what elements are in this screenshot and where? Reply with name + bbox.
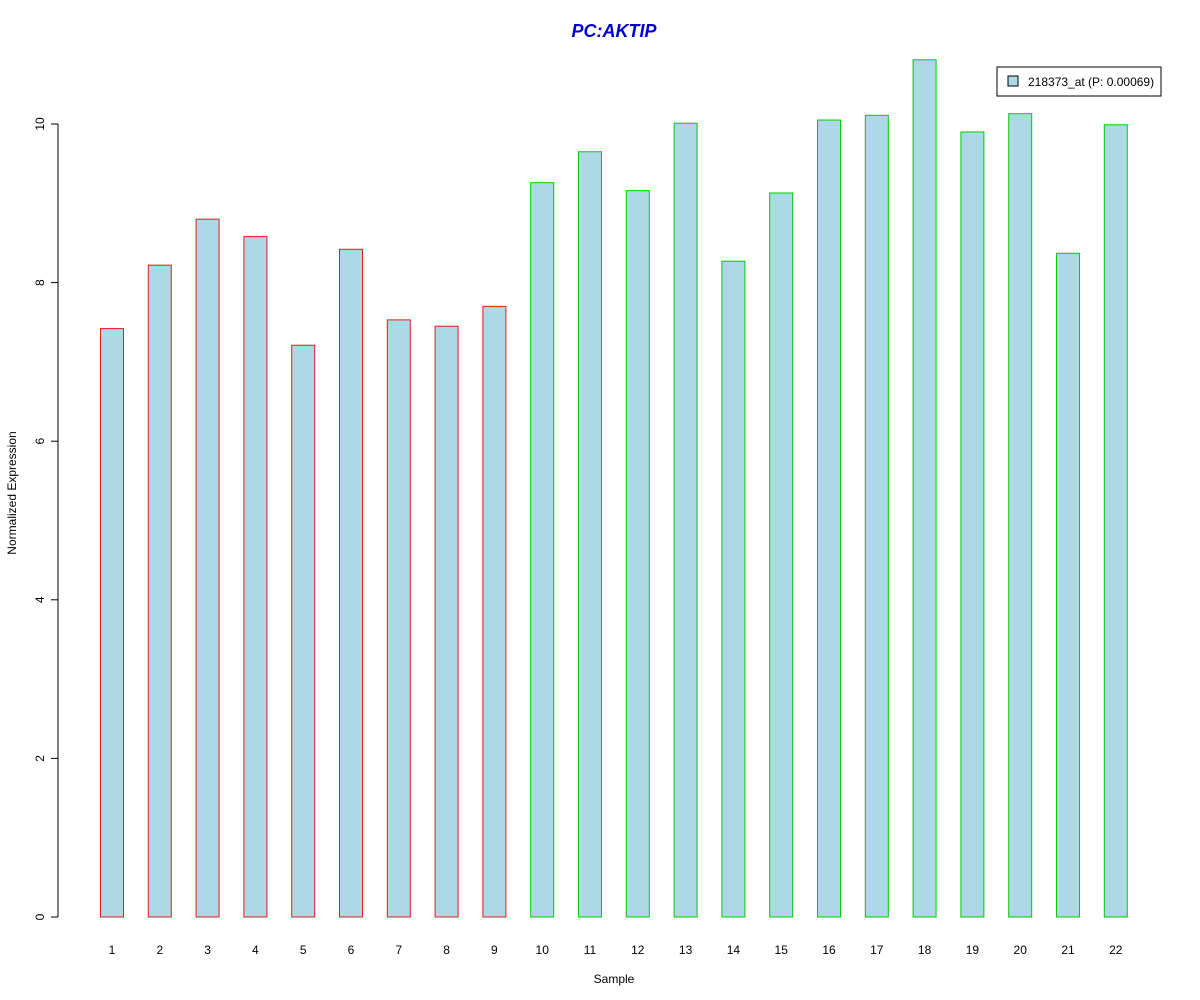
bar [864,114,889,918]
x-tick-label: 4 [252,943,259,957]
y-axis-label: Normalized Expression [5,431,19,554]
x-axis-label: Sample [594,972,635,986]
bar [291,344,316,918]
y-tick-label: 8 [33,279,47,286]
legend-box [996,66,1162,97]
y-tick-label: 0 [33,913,47,920]
legend-swatch [1007,75,1019,87]
bar [434,325,459,918]
bar [243,236,268,918]
bar [578,151,602,918]
bar [817,119,841,918]
x-tick-label: 8 [443,943,450,957]
y-tick-label: 6 [33,438,47,445]
x-tick-label: 6 [348,943,355,957]
bar [195,218,220,918]
y-tick-label: 2 [33,755,47,762]
x-tick-label: 1 [109,943,116,957]
x-tick-label: 12 [631,943,645,957]
x-tick-label: 3 [204,943,211,957]
bar [625,190,650,918]
legend: 218373_at (P: 0.00069) [996,66,1162,97]
x-tick-label: 21 [1061,943,1075,957]
bar [912,59,937,918]
x-tick-label: 11 [584,943,597,957]
bar [769,192,794,918]
chart-title: PC:AKTIP [572,21,658,41]
x-tick-label: 9 [491,943,498,957]
x-tick-label: 5 [300,943,307,957]
bar [1103,124,1128,918]
x-tick-labels: 1 2 3 4 5 6 7 8 9 10 11 12 13 14 15 16 17 18 19 20 21 22 [109,943,1123,957]
bar [1008,113,1033,918]
y-tick-label: 4 [33,596,47,603]
legend-label: 218373_at (P: 0.00069) [1028,75,1154,89]
bar [386,319,411,918]
x-tick-label: 22 [1109,943,1123,957]
x-tick-label: 14 [727,943,741,957]
x-tick-label: 13 [679,943,693,957]
x-tick-label: 7 [395,943,402,957]
y-axis: 0 2 4 6 8 10 [33,117,59,920]
x-tick-label: 16 [822,943,836,957]
bar [1056,252,1080,918]
bar [100,328,124,918]
x-tick-label: 17 [870,943,884,957]
bar [960,131,985,918]
x-tick-label: 18 [918,943,932,957]
x-tick-label: 2 [156,943,163,957]
x-tick-label: 10 [536,943,550,957]
y-tick-label: 10 [33,117,47,131]
x-tick-label: 20 [1014,943,1028,957]
bar [147,264,172,918]
bar [339,248,363,918]
bar [721,260,746,918]
bars [100,59,1128,918]
x-tick-label: 15 [775,943,789,957]
bar [482,305,507,918]
x-tick-label: 19 [966,943,980,957]
bar [673,122,698,918]
bar [530,182,555,918]
